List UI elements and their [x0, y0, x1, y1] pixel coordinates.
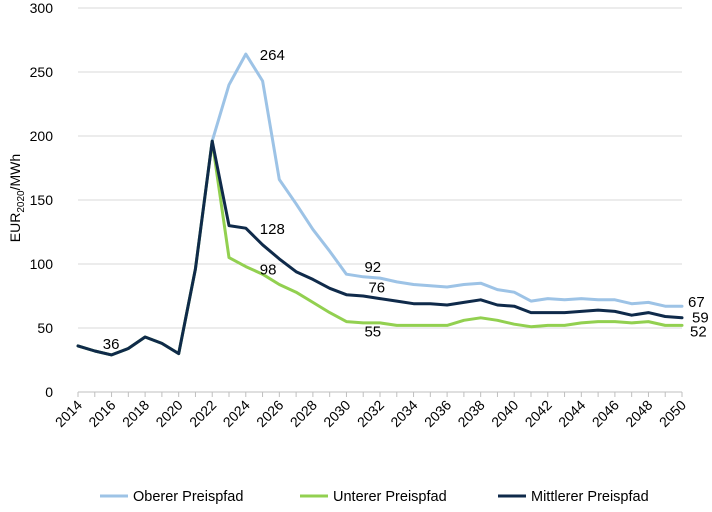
- x-tick-label: 2014: [52, 397, 85, 430]
- x-tick-label: 2018: [119, 397, 152, 430]
- data-label: 36: [103, 336, 120, 353]
- y-axis-ticks: 0 50 100 150 200 250 300: [30, 0, 54, 400]
- data-label: 92: [364, 259, 381, 276]
- data-label: 52: [690, 323, 707, 340]
- x-tick-label: 2028: [287, 397, 320, 430]
- x-axis: [77, 391, 683, 397]
- legend-item: Unterer Preispfad: [300, 489, 447, 505]
- y-tick-label: 50: [37, 320, 53, 336]
- y-tick-label: 200: [30, 128, 54, 144]
- x-tick-label: 2038: [454, 397, 487, 430]
- x-axis-ticks: 2014 2016 2018 2020 2022 2024 2026 2028 2030 2032…: [52, 397, 689, 430]
- legend: Oberer Preispfad Unterer Preispfad Mittler…: [100, 489, 649, 505]
- series-lines: [76, 52, 684, 357]
- x-tick-label: 2042: [522, 397, 555, 430]
- x-tick-label: 2024: [220, 397, 253, 430]
- data-label: 76: [368, 280, 385, 297]
- data-label: 98: [260, 262, 277, 279]
- x-tick-label: 2050: [656, 397, 689, 430]
- x-tick-label: 2030: [320, 397, 353, 430]
- x-tick-label: 2048: [622, 397, 655, 430]
- x-tick-label: 2044: [555, 397, 588, 430]
- data-label: 59: [692, 309, 709, 326]
- x-tick-label: 2020: [152, 397, 185, 430]
- y-tick-label: 0: [45, 384, 53, 400]
- y-tick-label: 100: [30, 256, 54, 272]
- data-label: 264: [260, 47, 285, 64]
- legend-label: Unterer Preispfad: [333, 489, 447, 505]
- data-label: 67: [688, 294, 705, 311]
- x-tick-label: 2016: [85, 397, 118, 430]
- x-tick-label: 2026: [253, 397, 286, 430]
- data-label: 55: [364, 324, 381, 341]
- x-tick-label: 2036: [421, 397, 454, 430]
- x-tick-label: 2034: [387, 397, 420, 430]
- x-tick-label: 2032: [354, 397, 387, 430]
- gridlines: [78, 7, 682, 329]
- x-tick-label: 2040: [488, 397, 521, 430]
- y-axis-label: EUR2020/MWh: [7, 154, 27, 242]
- x-tick-label: 2022: [186, 397, 219, 430]
- y-tick-label: 250: [30, 64, 54, 80]
- y-tick-label: 150: [30, 192, 54, 208]
- legend-item: Mittlerer Preispfad: [498, 489, 649, 505]
- series-line: [76, 139, 684, 357]
- legend-label: Mittlerer Preispfad: [531, 489, 649, 505]
- legend-label: Oberer Preispfad: [133, 489, 243, 505]
- legend-item: Oberer Preispfad: [100, 489, 243, 505]
- y-tick-label: 300: [30, 0, 54, 16]
- data-label: 128: [260, 221, 285, 238]
- x-tick-label: 2046: [589, 397, 622, 430]
